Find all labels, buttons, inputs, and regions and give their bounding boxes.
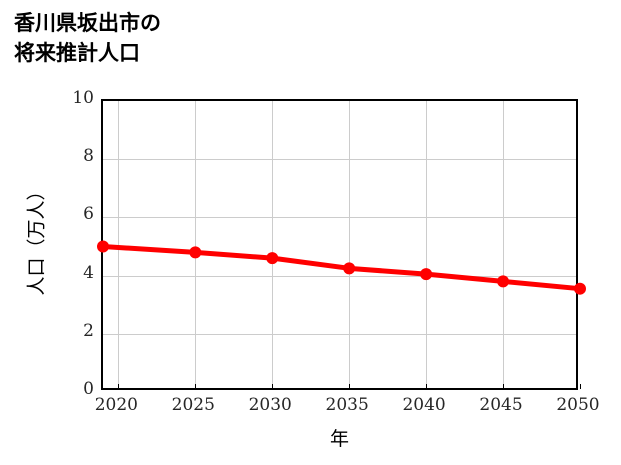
data-point-marker	[266, 252, 279, 265]
x-tick-mark	[580, 384, 581, 389]
y-axis-label: 人口（万人）	[26, 181, 48, 296]
plot-area	[97, 99, 586, 390]
x-tick-mark	[426, 384, 428, 389]
gridline-horizontal	[103, 159, 576, 161]
y-tick-label: 0	[83, 379, 94, 399]
x-tick-mark	[118, 384, 120, 389]
gridline-vertical	[426, 101, 428, 388]
x-tick-label: 2020	[94, 395, 138, 415]
gridline-vertical	[118, 101, 120, 388]
y-axis-tick-labels: 0 2 4 6 8 10	[60, 88, 94, 399]
x-tick-label: 2040	[402, 395, 446, 415]
gridline-horizontal	[103, 333, 576, 335]
data-point-marker	[189, 246, 202, 259]
x-tick-label: 2050	[556, 395, 600, 415]
x-axis-label: 年	[329, 429, 349, 450]
y-tick-label: 4	[83, 262, 94, 283]
gridline-vertical	[195, 101, 197, 388]
x-tick-label: 2025	[171, 395, 215, 415]
page-title: 香川県坂出市の 将来推計人口	[14, 12, 161, 65]
x-tick-label: 2035	[325, 395, 369, 415]
data-series-line	[97, 240, 586, 295]
x-tick-mark	[272, 384, 274, 389]
x-tick-mark	[195, 384, 197, 389]
y-tick-label: 6	[83, 204, 94, 225]
data-point-marker	[574, 282, 586, 295]
data-point-marker	[343, 262, 356, 275]
gridline-horizontal	[103, 275, 576, 277]
gridline-horizontal	[103, 217, 576, 219]
gridline-vertical	[503, 101, 505, 388]
y-tick-label: 10	[72, 88, 94, 108]
x-axis-tick-labels: 2020 2025 2030 2035 2040 2045 2050	[95, 395, 600, 419]
data-point-marker	[420, 268, 433, 281]
x-tick-label: 2030	[248, 395, 292, 415]
gridline-vertical	[349, 101, 351, 388]
gridline-vertical	[272, 101, 274, 388]
data-point-marker	[97, 240, 109, 253]
x-tick-mark	[349, 384, 351, 389]
plot-inner	[97, 101, 586, 389]
data-point-marker	[497, 275, 510, 288]
y-tick-label: 8	[83, 146, 94, 167]
x-tick-label: 2045	[479, 395, 523, 415]
y-tick-label: 2	[83, 320, 94, 341]
x-tick-mark	[503, 384, 505, 389]
